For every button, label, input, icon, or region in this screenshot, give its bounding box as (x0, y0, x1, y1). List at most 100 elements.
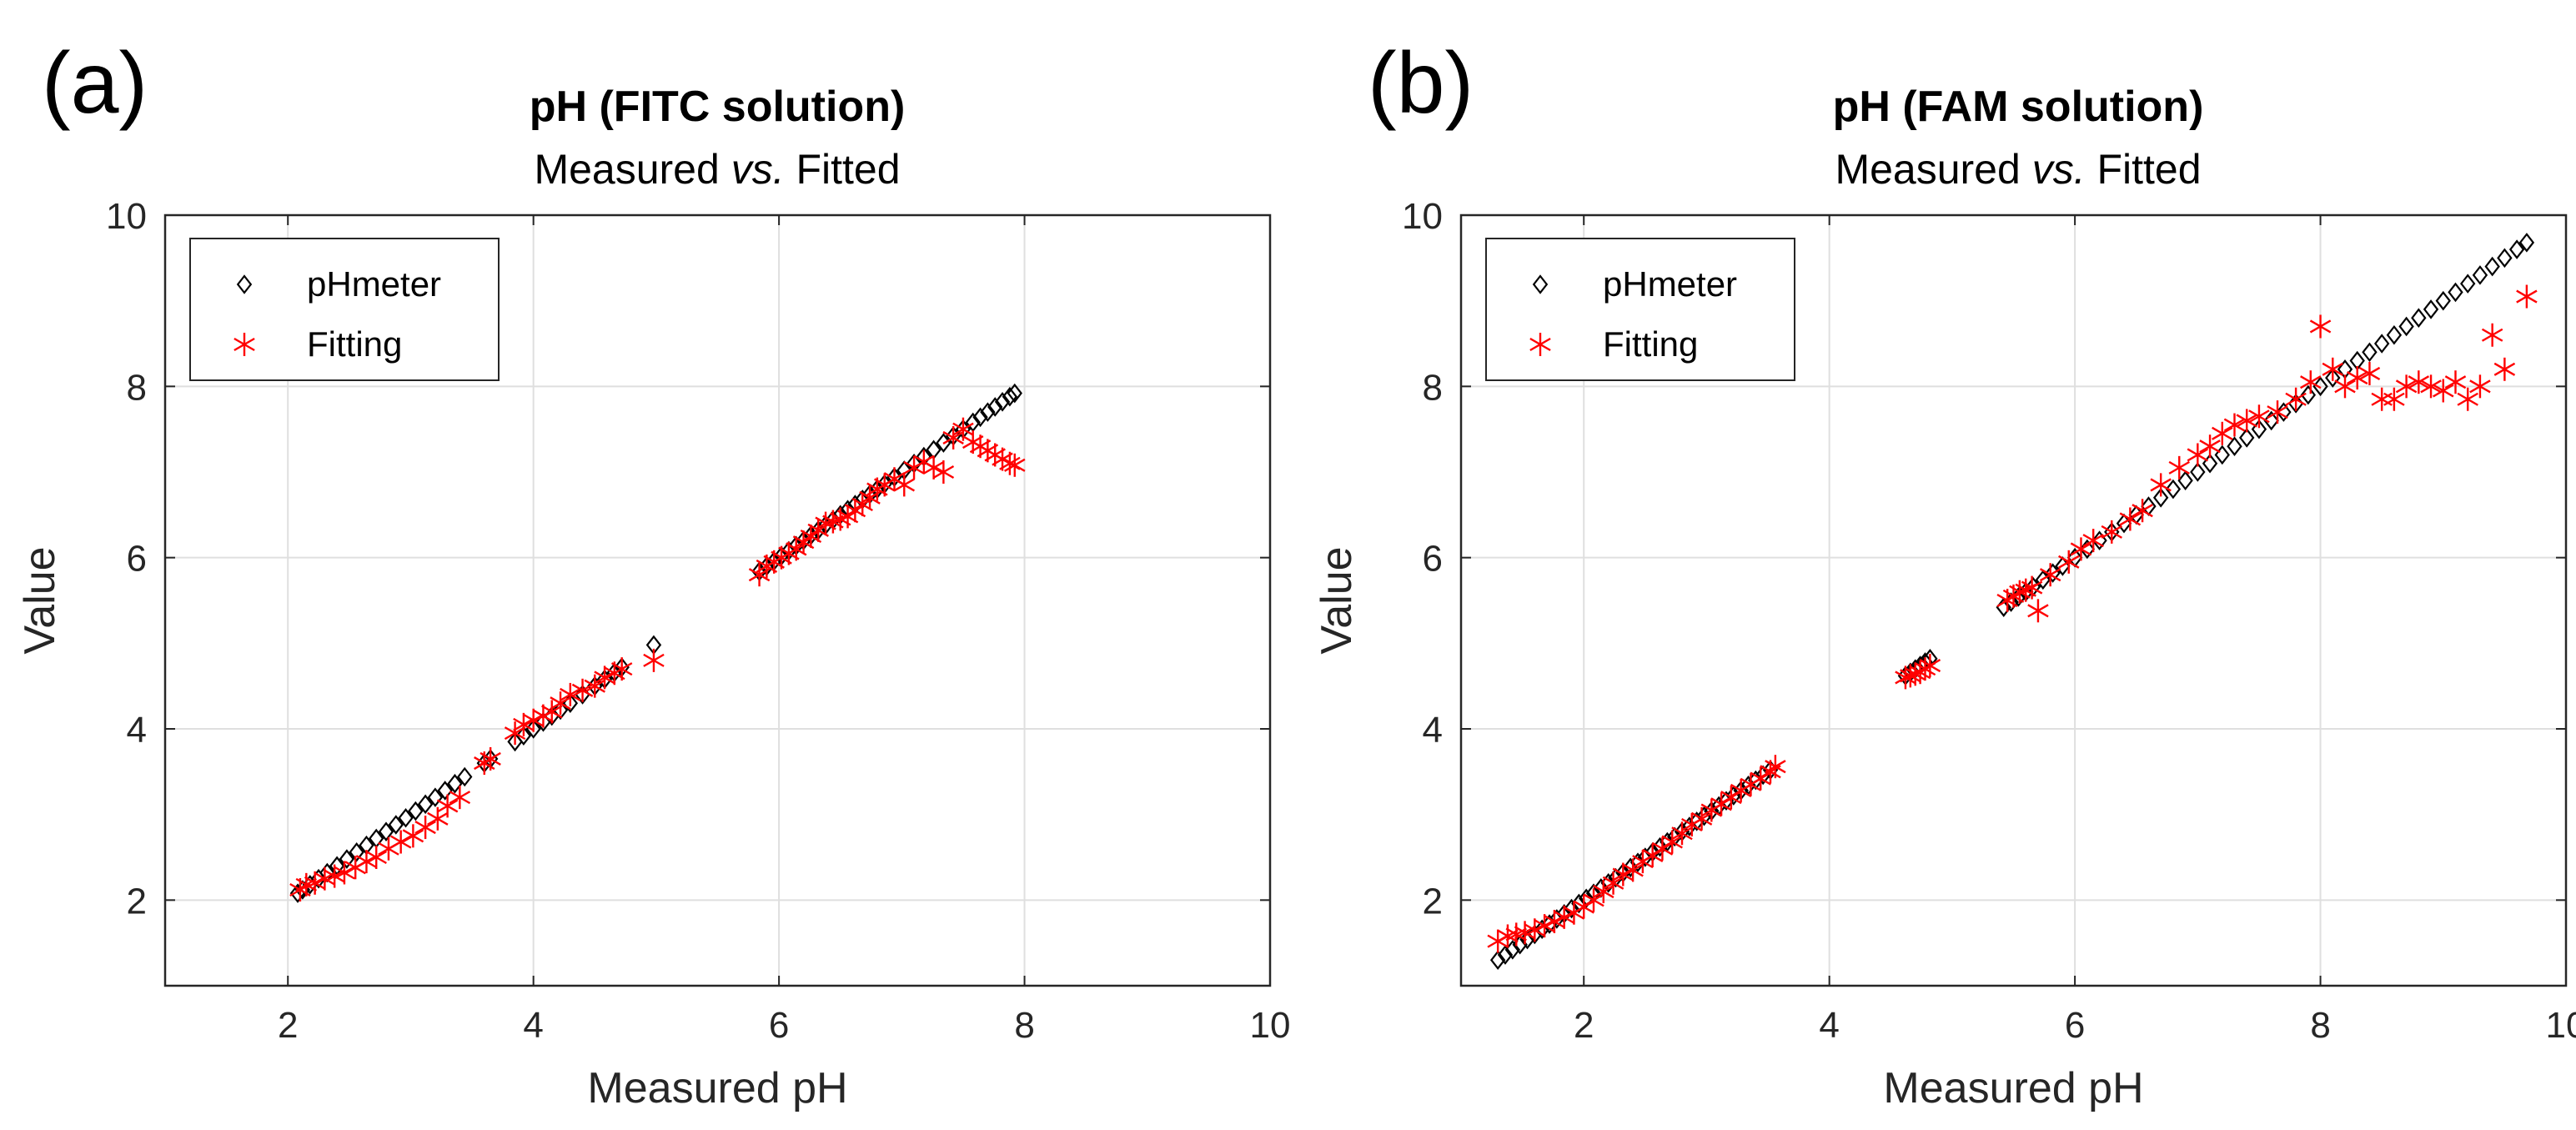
Fitting-point-72 (2457, 387, 2478, 411)
Fitting-point-69 (2420, 374, 2442, 399)
pHmeter-point-73 (2325, 368, 2341, 388)
Fitting-point-16 (1641, 843, 1664, 867)
Fitting-point-55 (942, 425, 964, 449)
pHmeter-point-81 (2423, 299, 2439, 319)
Fitting-point-19 (513, 712, 535, 736)
pHmeter-point-15 (427, 787, 444, 807)
Fitting-point-45 (2082, 529, 2104, 553)
legend-Fitting-point-marker (233, 333, 255, 356)
y-axis-label: Value (16, 546, 64, 654)
x-tick-label-3: 8 (1014, 1005, 1034, 1046)
Fitting-point-18 (1661, 830, 1683, 854)
pHmeter-point-63 (2202, 453, 2218, 474)
pHmeter-point-76 (2362, 342, 2378, 363)
pHmeter-point-60 (2165, 479, 2182, 500)
y-tick-label-4: 10 (1402, 196, 1443, 237)
Fitting-point-50 (2168, 455, 2190, 480)
pHmeter-point-63 (987, 397, 1003, 417)
Fitting-point-54 (932, 460, 955, 484)
Fitting-point-30 (643, 648, 665, 672)
axes-box (1459, 213, 2568, 987)
pHmeter-point-71 (2300, 384, 2317, 405)
pHmeter-point-77 (2373, 334, 2390, 354)
pHmeter-point-10 (378, 821, 394, 841)
pHmeter-point-18 (457, 766, 473, 787)
Fitting-point-24 (1720, 786, 1742, 810)
Fitting-point-14 (1622, 858, 1644, 882)
pHmeter-point-65 (1002, 386, 1018, 407)
pHmeter-point-16 (437, 781, 453, 801)
Fitting-point-12 (1602, 871, 1624, 895)
pHmeter-point-28 (1696, 806, 1712, 826)
pHmeter-point-12 (398, 807, 414, 828)
Fitting-point-47 (2119, 507, 2142, 531)
Fitting-point-24 (560, 682, 581, 706)
panel-b-label: (b) (1368, 35, 1474, 132)
Fitting-point-7 (355, 850, 378, 874)
x-tick-label-0: 2 (278, 1005, 298, 1046)
Fitting-point-52 (2199, 434, 2221, 459)
pHmeter-point-89 (2518, 233, 2535, 253)
pHmeter-point-66 (1007, 383, 1022, 404)
Fitting-point-5 (1534, 914, 1555, 938)
x-axis-label: Measured pH (587, 1064, 847, 1112)
Fitting-point-4 (1524, 918, 1546, 942)
Fitting-point-18 (504, 721, 526, 746)
Fitting-point-27 (594, 665, 615, 690)
pHmeter-point-54 (2091, 530, 2107, 550)
pHmeter-point-86 (2484, 256, 2500, 277)
Fitting-point-23 (1710, 792, 1732, 816)
Fitting-point-19 (1671, 821, 1693, 846)
series-Fitting (289, 417, 1026, 902)
Fitting-point-22 (541, 700, 563, 724)
Fitting-point-23 (550, 691, 571, 716)
legend-label-Fitting: Fitting (1603, 324, 1698, 364)
Fitting-point-68 (2408, 370, 2430, 394)
Fitting-point-17 (480, 746, 501, 771)
pHmeter-point-80 (2411, 308, 2427, 328)
legend-box (1485, 238, 1795, 381)
x-tick-label-0: 2 (1574, 1005, 1594, 1046)
y-tick-label-2: 6 (1423, 539, 1443, 580)
pHmeter-point-83 (2448, 282, 2463, 303)
pHmeter-point-11 (388, 815, 404, 835)
Fitting-point-26 (584, 674, 606, 698)
Fitting-point-57 (2267, 400, 2288, 424)
Fitting-point-29 (610, 657, 633, 681)
y-tick-label-1: 4 (1423, 710, 1443, 751)
Fitting-point-6 (1544, 910, 1565, 933)
panel-a-subtitle: Measured vs. Fitted (534, 146, 900, 193)
x-tick-label-1: 4 (523, 1005, 543, 1046)
Fitting-point-11 (402, 824, 424, 848)
panel-b-subtitle: Measured vs. Fitted (1835, 146, 2201, 193)
pHmeter-point-85 (2472, 265, 2488, 285)
pHmeter-point-18 (1622, 857, 1639, 878)
pHmeter-point-66 (2239, 428, 2255, 448)
Fitting-point-71 (2444, 370, 2467, 394)
Fitting-point-70 (2433, 379, 2454, 403)
series-Fitting (1487, 284, 2538, 953)
Fitting-point-17 (1651, 836, 1674, 861)
Fitting-point-75 (2493, 357, 2516, 381)
x-tick-label-2: 6 (2065, 1005, 2085, 1046)
pHmeter-point-6 (339, 849, 355, 869)
pHmeter-point-78 (2386, 324, 2403, 345)
Fitting-point-54 (2223, 413, 2246, 437)
Fitting-point-49 (2150, 473, 2172, 497)
pHmeter-point-13 (408, 801, 424, 821)
pHmeter-point-62 (980, 402, 996, 422)
x-tick-label-1: 4 (1819, 1005, 1839, 1046)
pHmeter-point-26 (552, 700, 569, 721)
Fitting-point-59 (2300, 370, 2322, 394)
chart-a: 2 4 6 8 10 2 4 6 8 10 Measured pH Value pHmeter Fitti… (16, 196, 1290, 1112)
Fitting-point-64 (2358, 361, 2381, 385)
pHmeter-point-68 (2263, 410, 2279, 431)
pHmeter-point-14 (417, 794, 434, 815)
legend-label-pHmeter: pHmeter (307, 264, 441, 304)
Fitting-point-2 (304, 871, 326, 895)
pHmeter-point-82 (2435, 290, 2451, 311)
Fitting-point-43 (2058, 550, 2080, 574)
Fitting-point-14 (436, 794, 459, 818)
pHmeter-point-72 (2312, 376, 2328, 397)
Fitting-point-58 (2285, 387, 2307, 411)
